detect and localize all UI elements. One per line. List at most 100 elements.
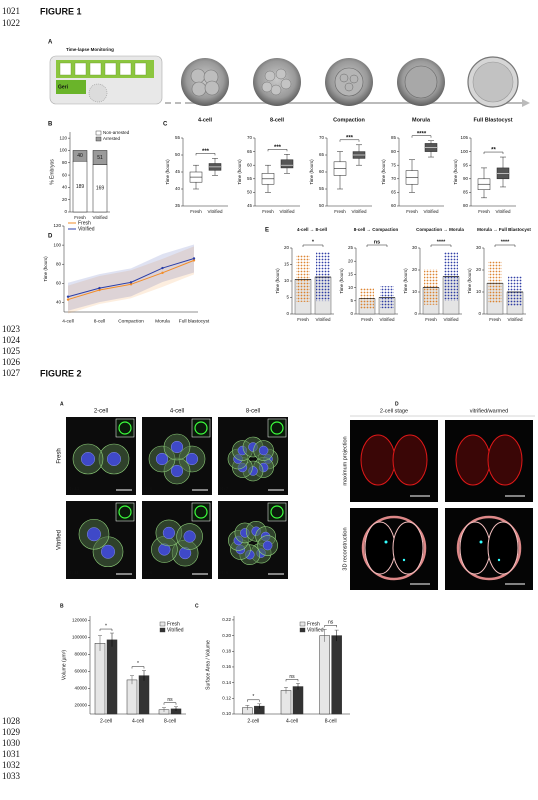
significance: ns [289, 674, 295, 680]
line-number: 1031 [2, 749, 20, 759]
legend-label: Vitrified [167, 627, 184, 633]
panel-title: 4-cell → 8-cell [297, 227, 327, 232]
bar-segment [92, 150, 108, 165]
significance-bracket [411, 135, 432, 138]
y-tick-label: 100 [53, 242, 61, 247]
panel-title: 4-cell [198, 117, 213, 123]
significance: ns [167, 697, 173, 703]
y-tick-label: 70 [319, 135, 325, 140]
significance-bracket [483, 151, 504, 155]
spindle [384, 540, 388, 544]
significance: **** [437, 239, 446, 245]
line-number: 1032 [2, 760, 20, 770]
dot-cloud [380, 286, 394, 309]
bar [280, 690, 292, 715]
nucleus [258, 445, 269, 456]
x-tick-label: Morula [155, 318, 170, 324]
y-tick-label: 0.18 [222, 648, 231, 653]
blastomere [392, 521, 424, 575]
panel-title: Compaction [333, 117, 365, 123]
x-tick-label: 8-cell [164, 718, 176, 724]
column-header: 4-cell [170, 409, 184, 415]
legend-swatch [159, 627, 166, 633]
x-tick-label: Vitrified [316, 317, 331, 322]
mean-point [129, 283, 133, 286]
y-tick-label: 35 [175, 203, 181, 208]
y-tick-label: 55 [175, 135, 181, 140]
y-tick-label: 90 [463, 176, 469, 181]
dot-cloud [360, 287, 374, 309]
inset-cell [118, 505, 132, 519]
significance: * [312, 239, 315, 245]
x-tick-label: Fresh [478, 209, 490, 214]
line-number: 1028 [2, 716, 21, 726]
x-tick-label: Vitrified [496, 209, 511, 214]
y-tick-label: 50 [247, 190, 253, 195]
individual-traces-band [68, 244, 194, 311]
line-number: 1021 [2, 6, 20, 16]
n-label: N=11 [68, 570, 79, 575]
legend-label: Fresh [78, 220, 91, 226]
y-axis-label: Time (hours) [339, 268, 344, 294]
significance-bracket [430, 244, 452, 247]
y-tick-label: 0.16 [222, 664, 231, 669]
y-tick-label: 0 [286, 311, 289, 316]
y-tick-label: 65 [319, 152, 325, 157]
n-label: N=14 [68, 486, 79, 491]
y-tick-label: 20 [476, 267, 482, 272]
micrograph [218, 417, 288, 495]
mean-point [161, 271, 164, 275]
y-tick-label: 10 [476, 289, 482, 294]
column-header: 2-cell [94, 409, 108, 415]
significance: * [105, 623, 107, 629]
y-tick-label: 20 [412, 267, 418, 272]
confocal-image [445, 420, 533, 502]
n-label: N=6 [220, 570, 229, 575]
x-tick-label: Fresh [406, 209, 418, 214]
time-lapse-device [49, 55, 163, 105]
bar [319, 635, 330, 715]
blastomere [455, 434, 491, 486]
panel-letter: E [265, 228, 269, 234]
y-tick-label: 120 [53, 223, 61, 228]
significance: *** [274, 145, 282, 151]
column-header: 2-cell stage [380, 408, 408, 414]
y-tick-label: 0 [414, 311, 417, 316]
n-label: N=7 [220, 486, 229, 491]
significance-bracket [163, 702, 177, 705]
bar [292, 686, 304, 715]
significance: **** [501, 239, 510, 245]
x-tick-label: Vitrified [280, 209, 295, 214]
significance: * [252, 694, 254, 700]
y-tick-label: 100000 [72, 634, 88, 639]
micrograph [66, 417, 136, 495]
panel-letter: D [48, 234, 53, 240]
y-tick-label: 0 [350, 311, 353, 316]
y-tick-label: 50 [175, 152, 181, 157]
significance-bracket [366, 244, 388, 247]
panel-letter: B [48, 122, 53, 128]
nucleus [170, 440, 184, 454]
y-tick-label: 60 [62, 172, 68, 177]
y-tick-label: 60 [56, 281, 62, 286]
y-tick-label: 40 [56, 300, 62, 305]
y-tick-label: 0.12 [222, 696, 231, 701]
confocal-image [350, 508, 438, 590]
row-label: Fresh [57, 448, 63, 463]
y-axis-label: % Embryos [49, 159, 55, 185]
y-tick-label: 65 [247, 149, 253, 154]
line-number: 1030 [2, 738, 21, 748]
blastomere [360, 434, 396, 486]
mean-point [129, 281, 133, 284]
x-tick-label: 8-cell [325, 718, 337, 724]
dot-cloud [424, 269, 438, 305]
nucleus [107, 452, 121, 466]
individual-traces-band [68, 246, 194, 314]
y-tick-label: 80 [391, 149, 397, 154]
significance-bracket [324, 625, 337, 628]
y-axis-label: Time (hours) [237, 159, 242, 185]
y-tick-label: 25 [348, 245, 354, 250]
x-tick-label: 4-cell [286, 718, 298, 724]
y-tick-label: 85 [463, 190, 469, 195]
box [280, 159, 294, 169]
